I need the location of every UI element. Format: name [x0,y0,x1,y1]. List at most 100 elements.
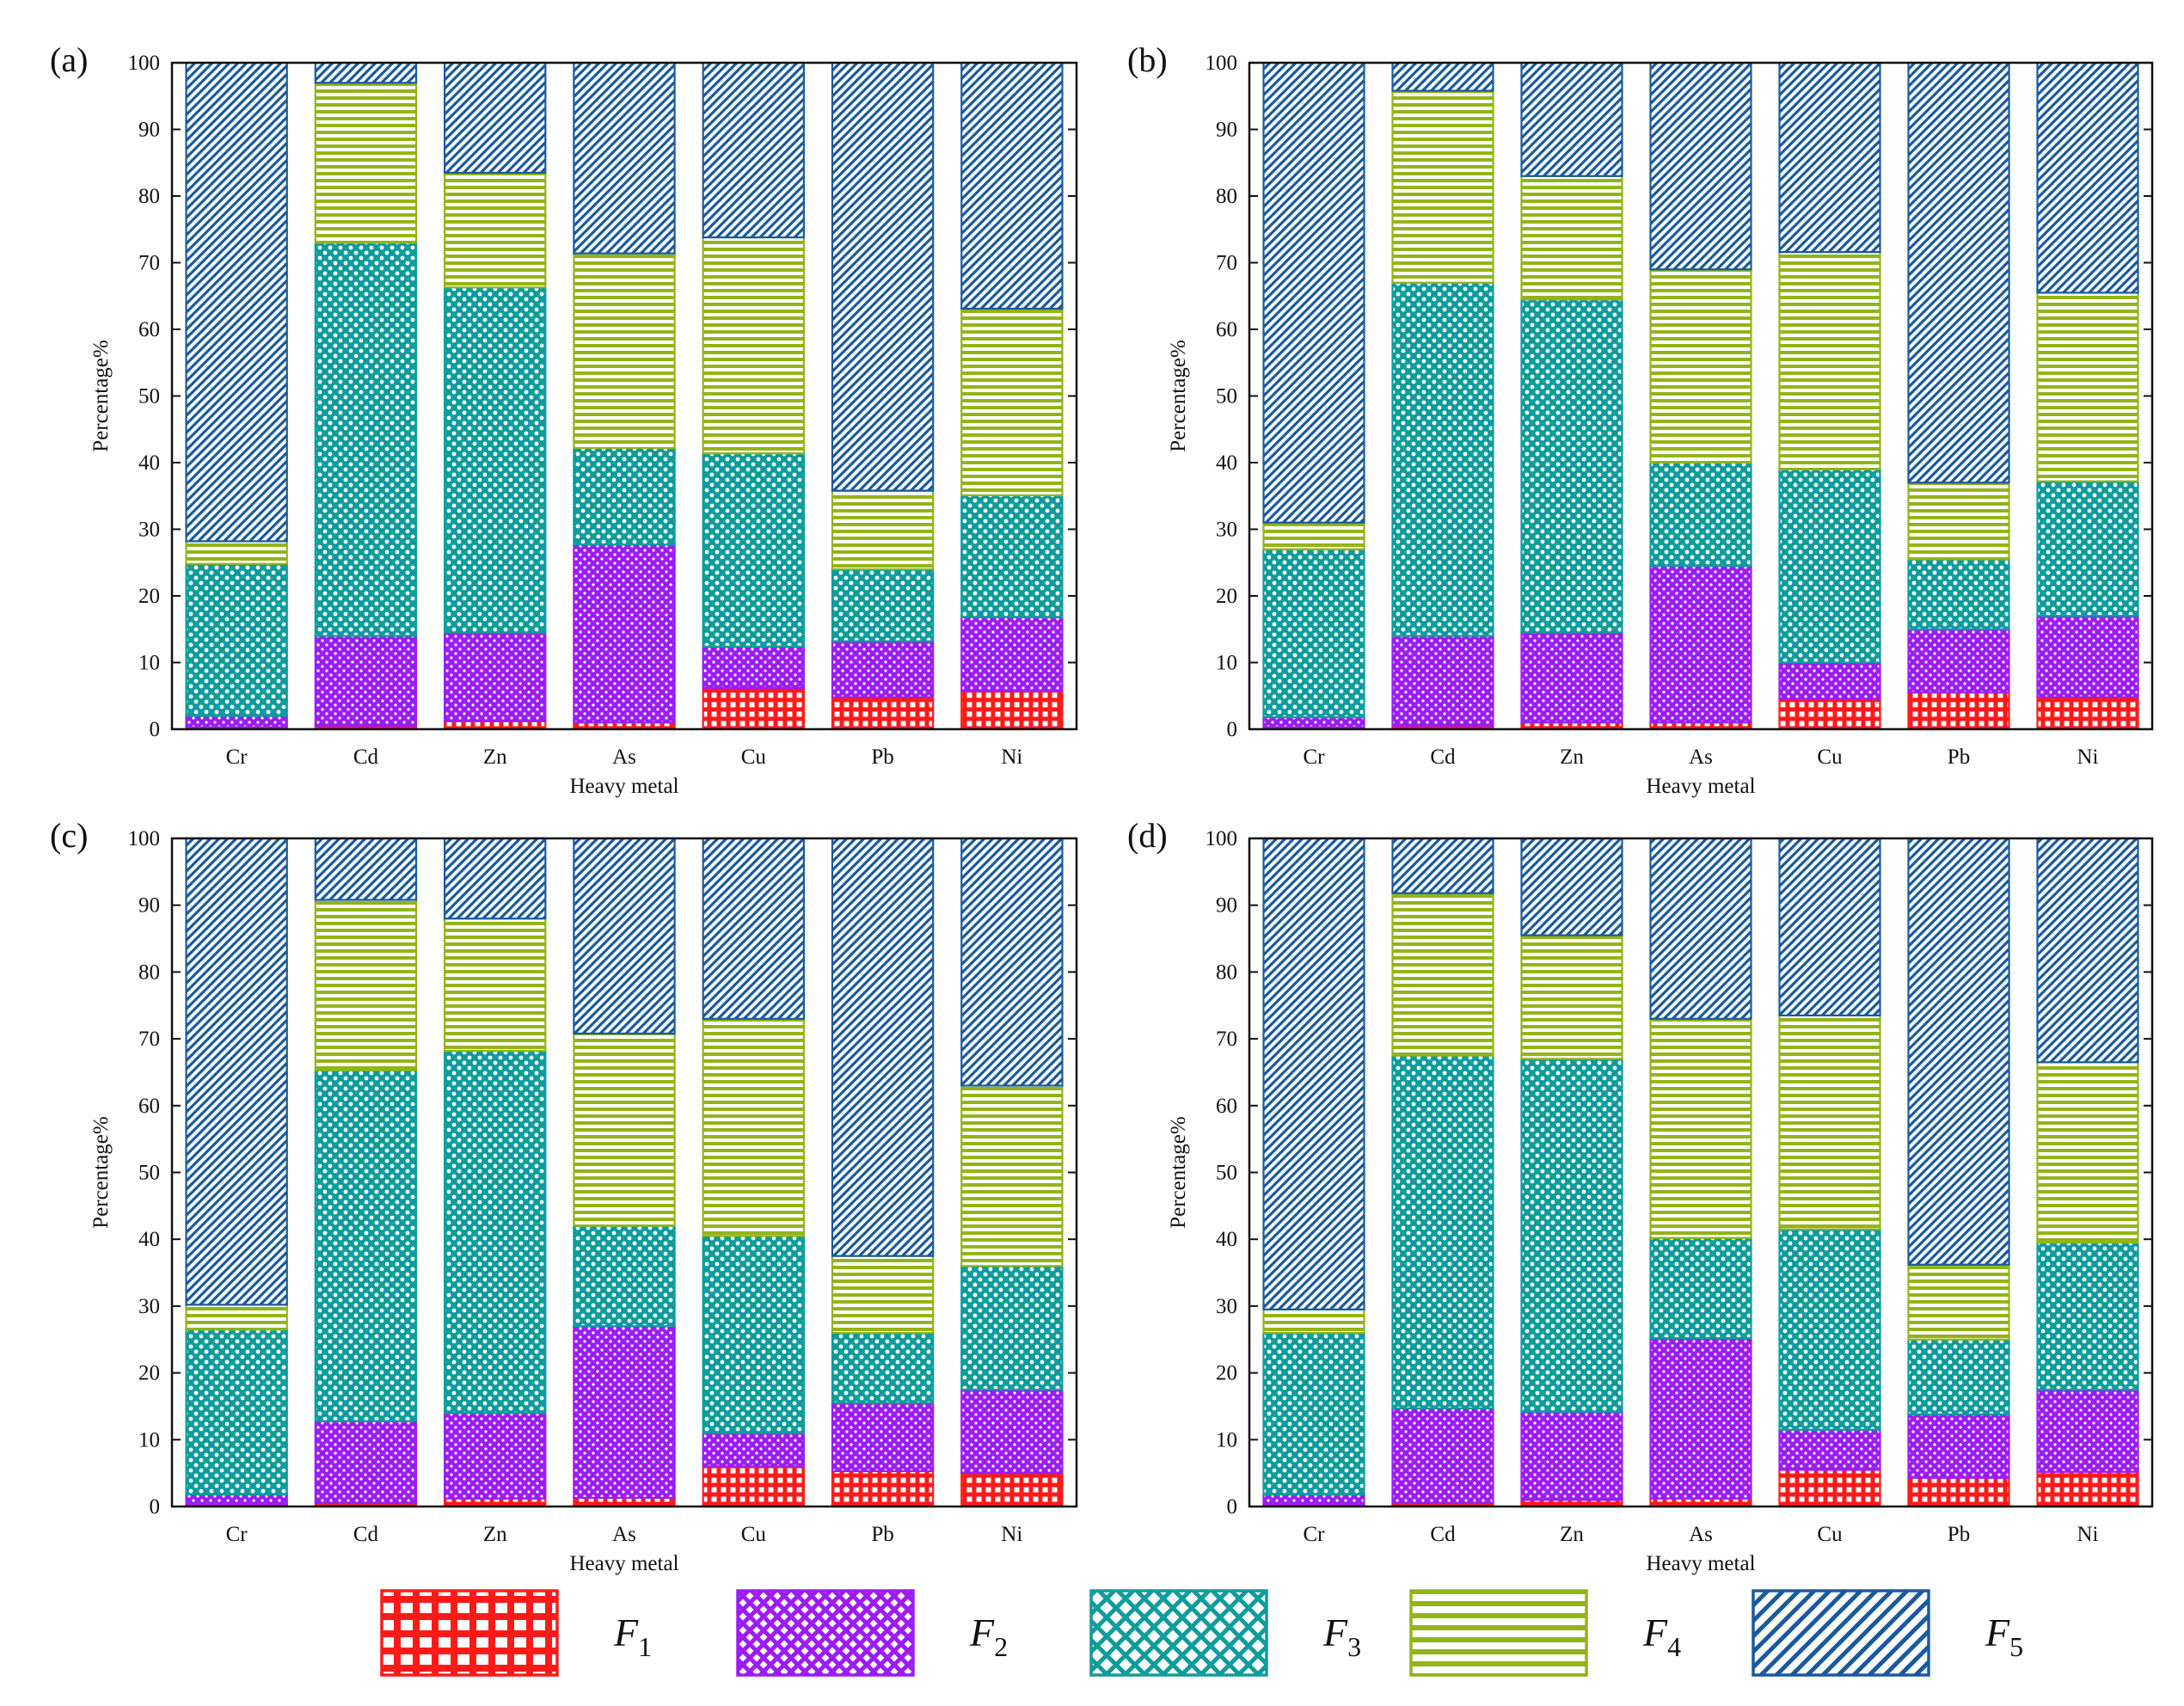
y-tick-label: 80 [138,185,160,208]
bar-cu-f1 [1778,698,1881,731]
bar-cd-f5 [1391,837,1494,894]
bar-zn-f2 [1520,631,1623,724]
legend-swatch-f1 [380,1589,559,1677]
bar-zn-f4 [1520,175,1623,301]
bar-pb-f1 [831,696,935,731]
bar-as-f2 [573,1325,676,1499]
panel-c: Cr Cd Zn As Cu Pb Ni 0 10 20 30 40 50 60 70 80 90 100 Heav… [50,816,1078,1575]
legend-label-f3: F3 [1322,1611,1361,1662]
bar-cr-f3 [1262,1331,1365,1496]
legend-swatch-f3 [1089,1589,1268,1677]
bar-as-f4 [573,252,676,450]
legend-item-f2: F2 [736,1589,1008,1677]
y-tick-label: 100 [128,52,161,75]
x-axis-title: Heavy metal [569,1552,678,1575]
x-axis-title: Heavy metal [569,775,678,798]
y-tick-label: 30 [138,519,160,542]
legend-swatch-f5 [1751,1589,1930,1677]
bar-cu-f1 [1778,1469,1881,1508]
bar-as-f4 [1649,1017,1752,1239]
bar-zn-f5 [1520,61,1623,177]
y-tick-label: 90 [1216,894,1237,917]
bar-zn-f5 [443,61,547,174]
y-tick-label: 40 [138,451,160,475]
bar-cr-f5 [185,837,288,1306]
panel-label: (a) [50,40,88,79]
bar-cd-f3 [314,242,418,637]
bar-ni-f5 [2036,61,2139,294]
bar-pb-f2 [1907,628,2010,694]
y-tick-label: 20 [138,1362,160,1385]
bar-cr-f2 [185,715,288,728]
bar-pb-f5 [1907,837,2010,1266]
y-tick-label: 60 [138,1095,160,1118]
y-tick-label: 20 [138,585,160,608]
y-tick-label: 70 [1216,252,1237,275]
bar-pb-f4 [1907,1263,2010,1341]
bar-ni-f2 [960,616,1064,692]
y-tick-label: 90 [138,894,160,917]
bar-cu-f5 [1778,61,1881,254]
bar-cr-f2 [185,1493,288,1506]
bar-pb-f4 [1907,482,2010,561]
bar-as-f3 [573,1224,676,1328]
y-tick-label: 50 [138,1162,160,1185]
bar-cu-f4 [1778,251,1881,470]
bar-as-f4 [1649,268,1752,464]
bar-as-f1 [1649,1497,1752,1508]
y-tick-label: 90 [1216,119,1237,142]
bar-cu-f3 [702,452,805,648]
x-axis-title: Heavy metal [1646,775,1755,798]
bar-zn-f1 [443,720,547,731]
y-tick-label: 70 [138,252,160,275]
x-tick-label: As [612,746,636,769]
panel-a: Cr Cd Zn As Cu Pb Ni 0 10 20 30 40 50 60 70 80 90 100 Heav… [50,40,1078,798]
bar-cd-f3 [1391,281,1494,637]
y-tick-label: 30 [138,1295,160,1318]
bar-pb-f2 [831,1402,935,1472]
bar-ni-f3 [960,494,1064,618]
bar-ni-f2 [960,1388,1064,1475]
bar-zn-f4 [1520,934,1623,1060]
bar-ni-f5 [2036,837,2139,1064]
y-tick-label: 30 [1216,519,1237,542]
bar-cd-f4 [314,899,418,1071]
bar-cu-f4 [1778,1014,1881,1230]
y-tick-label: 70 [1216,1028,1237,1051]
panel-d: Cr Cd Zn As Cu Pb Ni 0 10 20 30 40 50 60 70 80 90 100 Heav… [1127,816,2154,1575]
bar-pb-f1 [1907,691,2010,731]
bar-pb-f3 [831,1331,935,1404]
y-tick-label: 80 [1216,185,1237,208]
x-tick-label: Ni [1001,746,1022,769]
bar-ni-f3 [2036,1241,2139,1391]
bar-pb-f3 [1907,558,2010,630]
bar-pb-f3 [831,568,935,642]
x-tick-label: Pb [1948,1523,1970,1546]
bar-cu-f2 [1778,1428,1881,1471]
y-tick-label: 60 [1216,1095,1237,1118]
bar-cu-f3 [1778,468,1881,664]
x-tick-label: As [1689,746,1713,769]
bar-as-f1 [573,1496,676,1508]
y-tick-label: 30 [1216,1295,1237,1318]
panel-b: Cr Cd Zn As Cu Pb Ni 0 10 20 30 40 50 60 70 80 90 100 Heav… [1127,40,2154,798]
bar-cr-f4 [1262,1308,1365,1335]
x-tick-label: Ni [2077,746,2099,769]
y-tick-label: 60 [1216,318,1237,341]
bar-pb-f5 [1907,61,2010,484]
y-tick-label: 80 [138,960,160,984]
bar-pb-f4 [831,489,935,571]
x-tick-label: Cr [1304,1523,1326,1546]
y-tick-label: 50 [138,385,160,408]
y-tick-label: 20 [1216,1362,1237,1385]
bar-cr-f5 [1262,837,1365,1310]
y-tick-label: 0 [1227,1495,1238,1519]
bar-zn-f5 [1520,837,1623,936]
bar-cr-f4 [185,540,288,565]
x-tick-label: Pb [1948,746,1970,769]
y-tick-label: 40 [1216,451,1237,475]
bar-cd-f4 [1391,89,1494,284]
bar-cd-f2 [314,1420,418,1505]
bar-cd-f2 [1391,1407,1494,1505]
